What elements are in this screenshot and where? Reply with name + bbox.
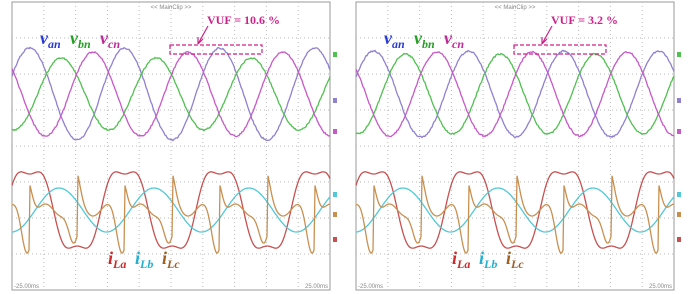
current-label-sub: La xyxy=(112,257,126,271)
current-label-sub: Lb xyxy=(483,257,497,271)
screenshot: << MainClip >>VUF = 10.6 %vanvbnvcniLaiL… xyxy=(0,0,688,294)
channel-marker xyxy=(333,192,337,197)
voltage-label-sub: an xyxy=(392,37,405,51)
vuf-label: VUF = 3.2 % xyxy=(551,13,618,27)
voltage-label-sub: bn xyxy=(422,37,435,51)
voltage-label-sub: bn xyxy=(78,37,91,51)
channel-marker xyxy=(333,237,337,242)
scope-panel: << MainClip >>VUF = 10.6 %vanvbnvcniLaiL… xyxy=(12,2,337,290)
voltage-label-sub: cn xyxy=(452,37,464,51)
current-label-sub: Lb xyxy=(139,257,153,271)
current-label-sub: La xyxy=(456,257,470,271)
time-start: -25.00ms xyxy=(14,284,39,290)
channel-marker xyxy=(677,129,681,134)
channel-marker xyxy=(677,237,681,242)
scope-header: << MainClip >> xyxy=(151,5,192,11)
voltage-label-sub: cn xyxy=(108,37,120,51)
channel-marker xyxy=(677,192,681,197)
time-end: 25.00ms xyxy=(649,284,672,290)
time-end: 25.00ms xyxy=(305,284,328,290)
voltage-label-sub: an xyxy=(48,37,61,51)
channel-marker xyxy=(333,129,337,134)
channel-marker xyxy=(333,52,337,57)
vuf-label: VUF = 10.6 % xyxy=(207,13,280,27)
current-label-sub: Lc xyxy=(166,257,180,271)
channel-marker xyxy=(333,98,337,103)
time-start: -25.00ms xyxy=(358,284,383,290)
channel-marker xyxy=(333,212,337,217)
channel-marker xyxy=(677,98,681,103)
scope-header: << MainClip >> xyxy=(495,5,536,11)
channel-marker xyxy=(677,52,681,57)
scope-panel: << MainClip >>VUF = 3.2 %vanvbnvcniLaiLb… xyxy=(356,2,681,290)
current-label-sub: Lc xyxy=(510,257,524,271)
channel-marker xyxy=(677,212,681,217)
